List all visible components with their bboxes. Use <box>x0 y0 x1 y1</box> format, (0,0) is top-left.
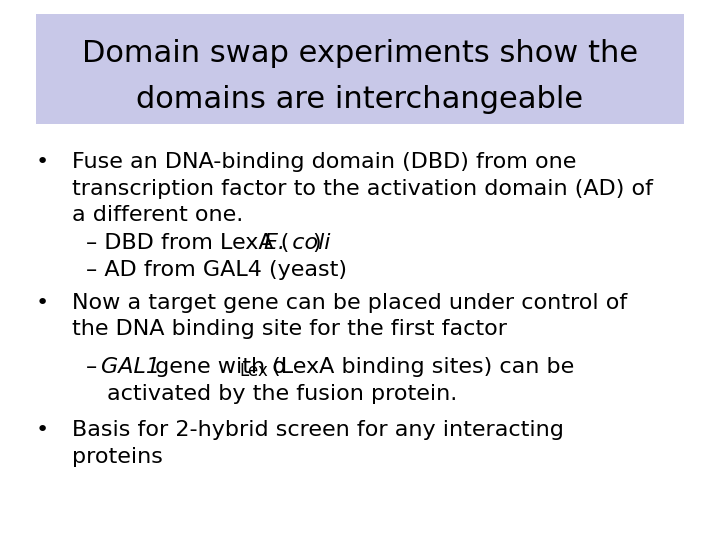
FancyBboxPatch shape <box>36 14 684 124</box>
Text: GAL1: GAL1 <box>101 357 160 377</box>
Text: (LexA binding sites) can be: (LexA binding sites) can be <box>265 357 575 377</box>
Text: Domain swap experiments show the: Domain swap experiments show the <box>82 39 638 69</box>
Text: –: – <box>86 357 105 377</box>
Text: Lex: Lex <box>239 362 268 380</box>
Text: domains are interchangeable: domains are interchangeable <box>136 85 584 114</box>
Text: •: • <box>36 420 49 440</box>
Text: •: • <box>36 293 49 313</box>
Text: Basis for 2-hybrid screen for any interacting
proteins: Basis for 2-hybrid screen for any intera… <box>72 420 564 467</box>
Text: – DBD from LexA (: – DBD from LexA ( <box>86 233 289 253</box>
Text: E. coli: E. coli <box>264 233 330 253</box>
Text: Now a target gene can be placed under control of
the DNA binding site for the fi: Now a target gene can be placed under co… <box>72 293 627 339</box>
Text: Fuse an DNA-binding domain (DBD) from one
transcription factor to the activation: Fuse an DNA-binding domain (DBD) from on… <box>72 152 653 225</box>
Text: gene with o: gene with o <box>148 357 285 377</box>
Text: ): ) <box>312 233 321 253</box>
Text: activated by the fusion protein.: activated by the fusion protein. <box>107 384 456 404</box>
Text: •: • <box>36 152 49 172</box>
Text: – AD from GAL4 (yeast): – AD from GAL4 (yeast) <box>86 260 347 280</box>
